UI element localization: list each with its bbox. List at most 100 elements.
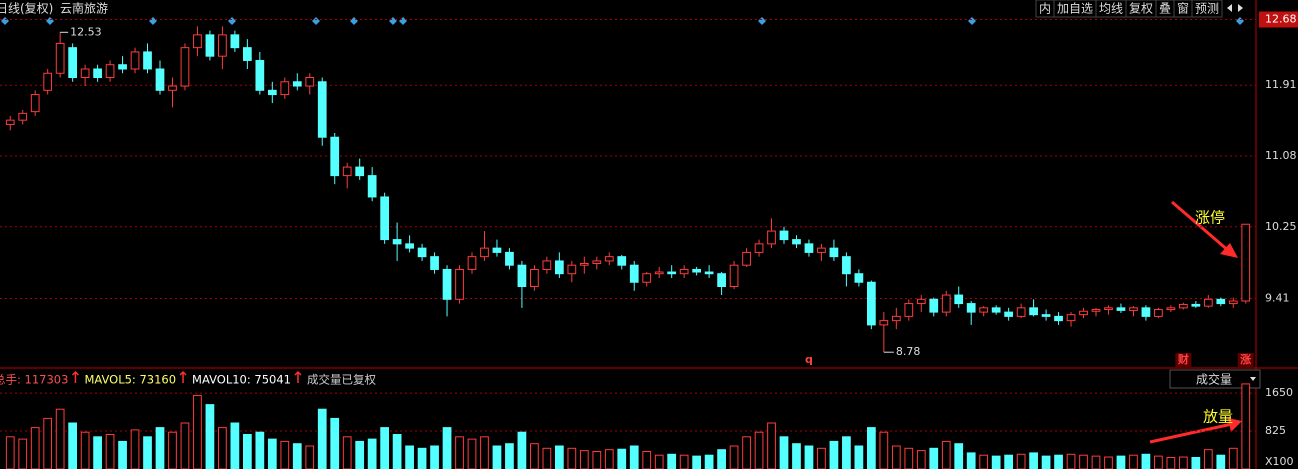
toolbar-label[interactable]: 内: [1039, 2, 1051, 16]
volume-bar: [742, 436, 751, 469]
toolbar-label[interactable]: 预测: [1195, 2, 1219, 16]
volume-bar: [1178, 456, 1188, 469]
volume-bar: [717, 449, 726, 469]
volume-bar: [218, 427, 227, 469]
toolbar-label[interactable]: 加自选: [1057, 2, 1093, 16]
volume-bar: [292, 443, 302, 469]
candle-body: [1029, 307, 1038, 316]
trend-arrow: [294, 370, 302, 383]
volume-bar: [1154, 455, 1163, 469]
volume-bar: [929, 447, 939, 469]
toolbar-label[interactable]: 窗: [1177, 2, 1189, 16]
candle-body: [842, 256, 851, 275]
volume-bar: [480, 436, 489, 469]
candle-body: [742, 251, 751, 266]
flag: [149, 17, 157, 25]
volume-selector-label[interactable]: 成交量: [1196, 372, 1232, 387]
volume-bar: [667, 453, 677, 469]
volume-bar: [704, 454, 714, 469]
volume-bar: [467, 438, 477, 469]
candle-body: [55, 42, 65, 74]
volume-bar: [442, 427, 452, 469]
volume-bar: [592, 451, 602, 469]
candle-body: [1091, 309, 1101, 312]
annotation: 放量: [1203, 408, 1233, 426]
candle-body: [1054, 315, 1063, 322]
candle-body: [1203, 298, 1213, 307]
volume-bar: [93, 436, 102, 469]
volume-bar: [130, 429, 140, 469]
candle-body: [879, 320, 889, 326]
arrow-head: [1220, 243, 1238, 258]
min-label: 8.78: [896, 345, 921, 358]
volume-bar: [604, 449, 614, 469]
toolbar-label[interactable]: 复权: [1129, 2, 1153, 16]
candle-body: [916, 298, 926, 305]
candle-body: [130, 51, 140, 70]
volume-bar: [380, 427, 390, 469]
volume-bar: [5, 436, 15, 469]
volume-bar: [979, 454, 989, 469]
toolbar: 内加自选 均线 复权叠窗预测: [1035, 0, 1243, 18]
toolbar-label[interactable]: 均线: [1099, 2, 1123, 16]
toolbar-button[interactable]: [1191, 0, 1223, 18]
candle-body: [954, 294, 964, 305]
volume-bar: [817, 447, 826, 469]
candle-body: [355, 166, 365, 177]
volume-bar: [417, 447, 427, 469]
volume-selector[interactable]: [1169, 369, 1261, 389]
volume-header: 成交量已复权: [307, 373, 376, 387]
volume-bar: [242, 434, 252, 469]
volume-bar: [754, 431, 764, 469]
volume-bar: [355, 440, 365, 469]
marker-label: 财: [1177, 352, 1189, 366]
event-flags: [1, 17, 1244, 25]
volume-bar: [1004, 454, 1014, 469]
volume-bar: [180, 422, 190, 469]
volume-bar: [505, 443, 514, 469]
candle-body: [654, 271, 664, 275]
volume-bar: [68, 422, 78, 469]
volume-bar: [779, 436, 789, 469]
volume-bar: [642, 451, 652, 469]
candle-body: [866, 281, 876, 326]
dropdown-icon[interactable]: [1250, 377, 1256, 381]
y-tick-label: 12.68: [1265, 13, 1297, 26]
candle-body: [93, 68, 102, 79]
volume-bar: [280, 440, 290, 469]
flag: [350, 17, 358, 25]
candle-body: [430, 256, 439, 270]
candle-body: [330, 136, 340, 177]
y-tick-label: 10.25: [1265, 220, 1297, 233]
candle-body: [380, 196, 390, 241]
candle-body: [1116, 307, 1126, 311]
volume-bar: [1029, 452, 1038, 469]
volume-bar: [367, 438, 377, 469]
candle-body: [1079, 310, 1088, 316]
candle-body: [292, 81, 302, 87]
candle-body: [417, 247, 427, 258]
volume-bar: [904, 447, 914, 469]
candle-body: [1216, 298, 1226, 305]
volume-bar: [193, 394, 202, 469]
candle-body: [1191, 303, 1201, 307]
flag: [758, 17, 766, 25]
marker-box: [1175, 353, 1192, 367]
candle-body: [1016, 307, 1026, 317]
candle-body: [118, 64, 127, 70]
volume-bar: [792, 443, 801, 469]
toolbar-label[interactable]: 叠: [1159, 2, 1171, 16]
candle-body: [1241, 223, 1251, 302]
vol-unit: X100: [1265, 455, 1294, 468]
candle-body: [667, 271, 677, 275]
candle-body: [193, 34, 202, 49]
candle-body: [43, 72, 53, 91]
volume-bar: [1091, 455, 1101, 469]
volume-bar: [654, 454, 664, 469]
trend-arrow: [179, 370, 187, 383]
volume-bar: [1166, 457, 1176, 469]
candle-body: [941, 294, 951, 313]
volume-bar: [1066, 453, 1076, 469]
volume-bar: [692, 455, 702, 469]
marker-label: 涨: [1240, 352, 1251, 366]
